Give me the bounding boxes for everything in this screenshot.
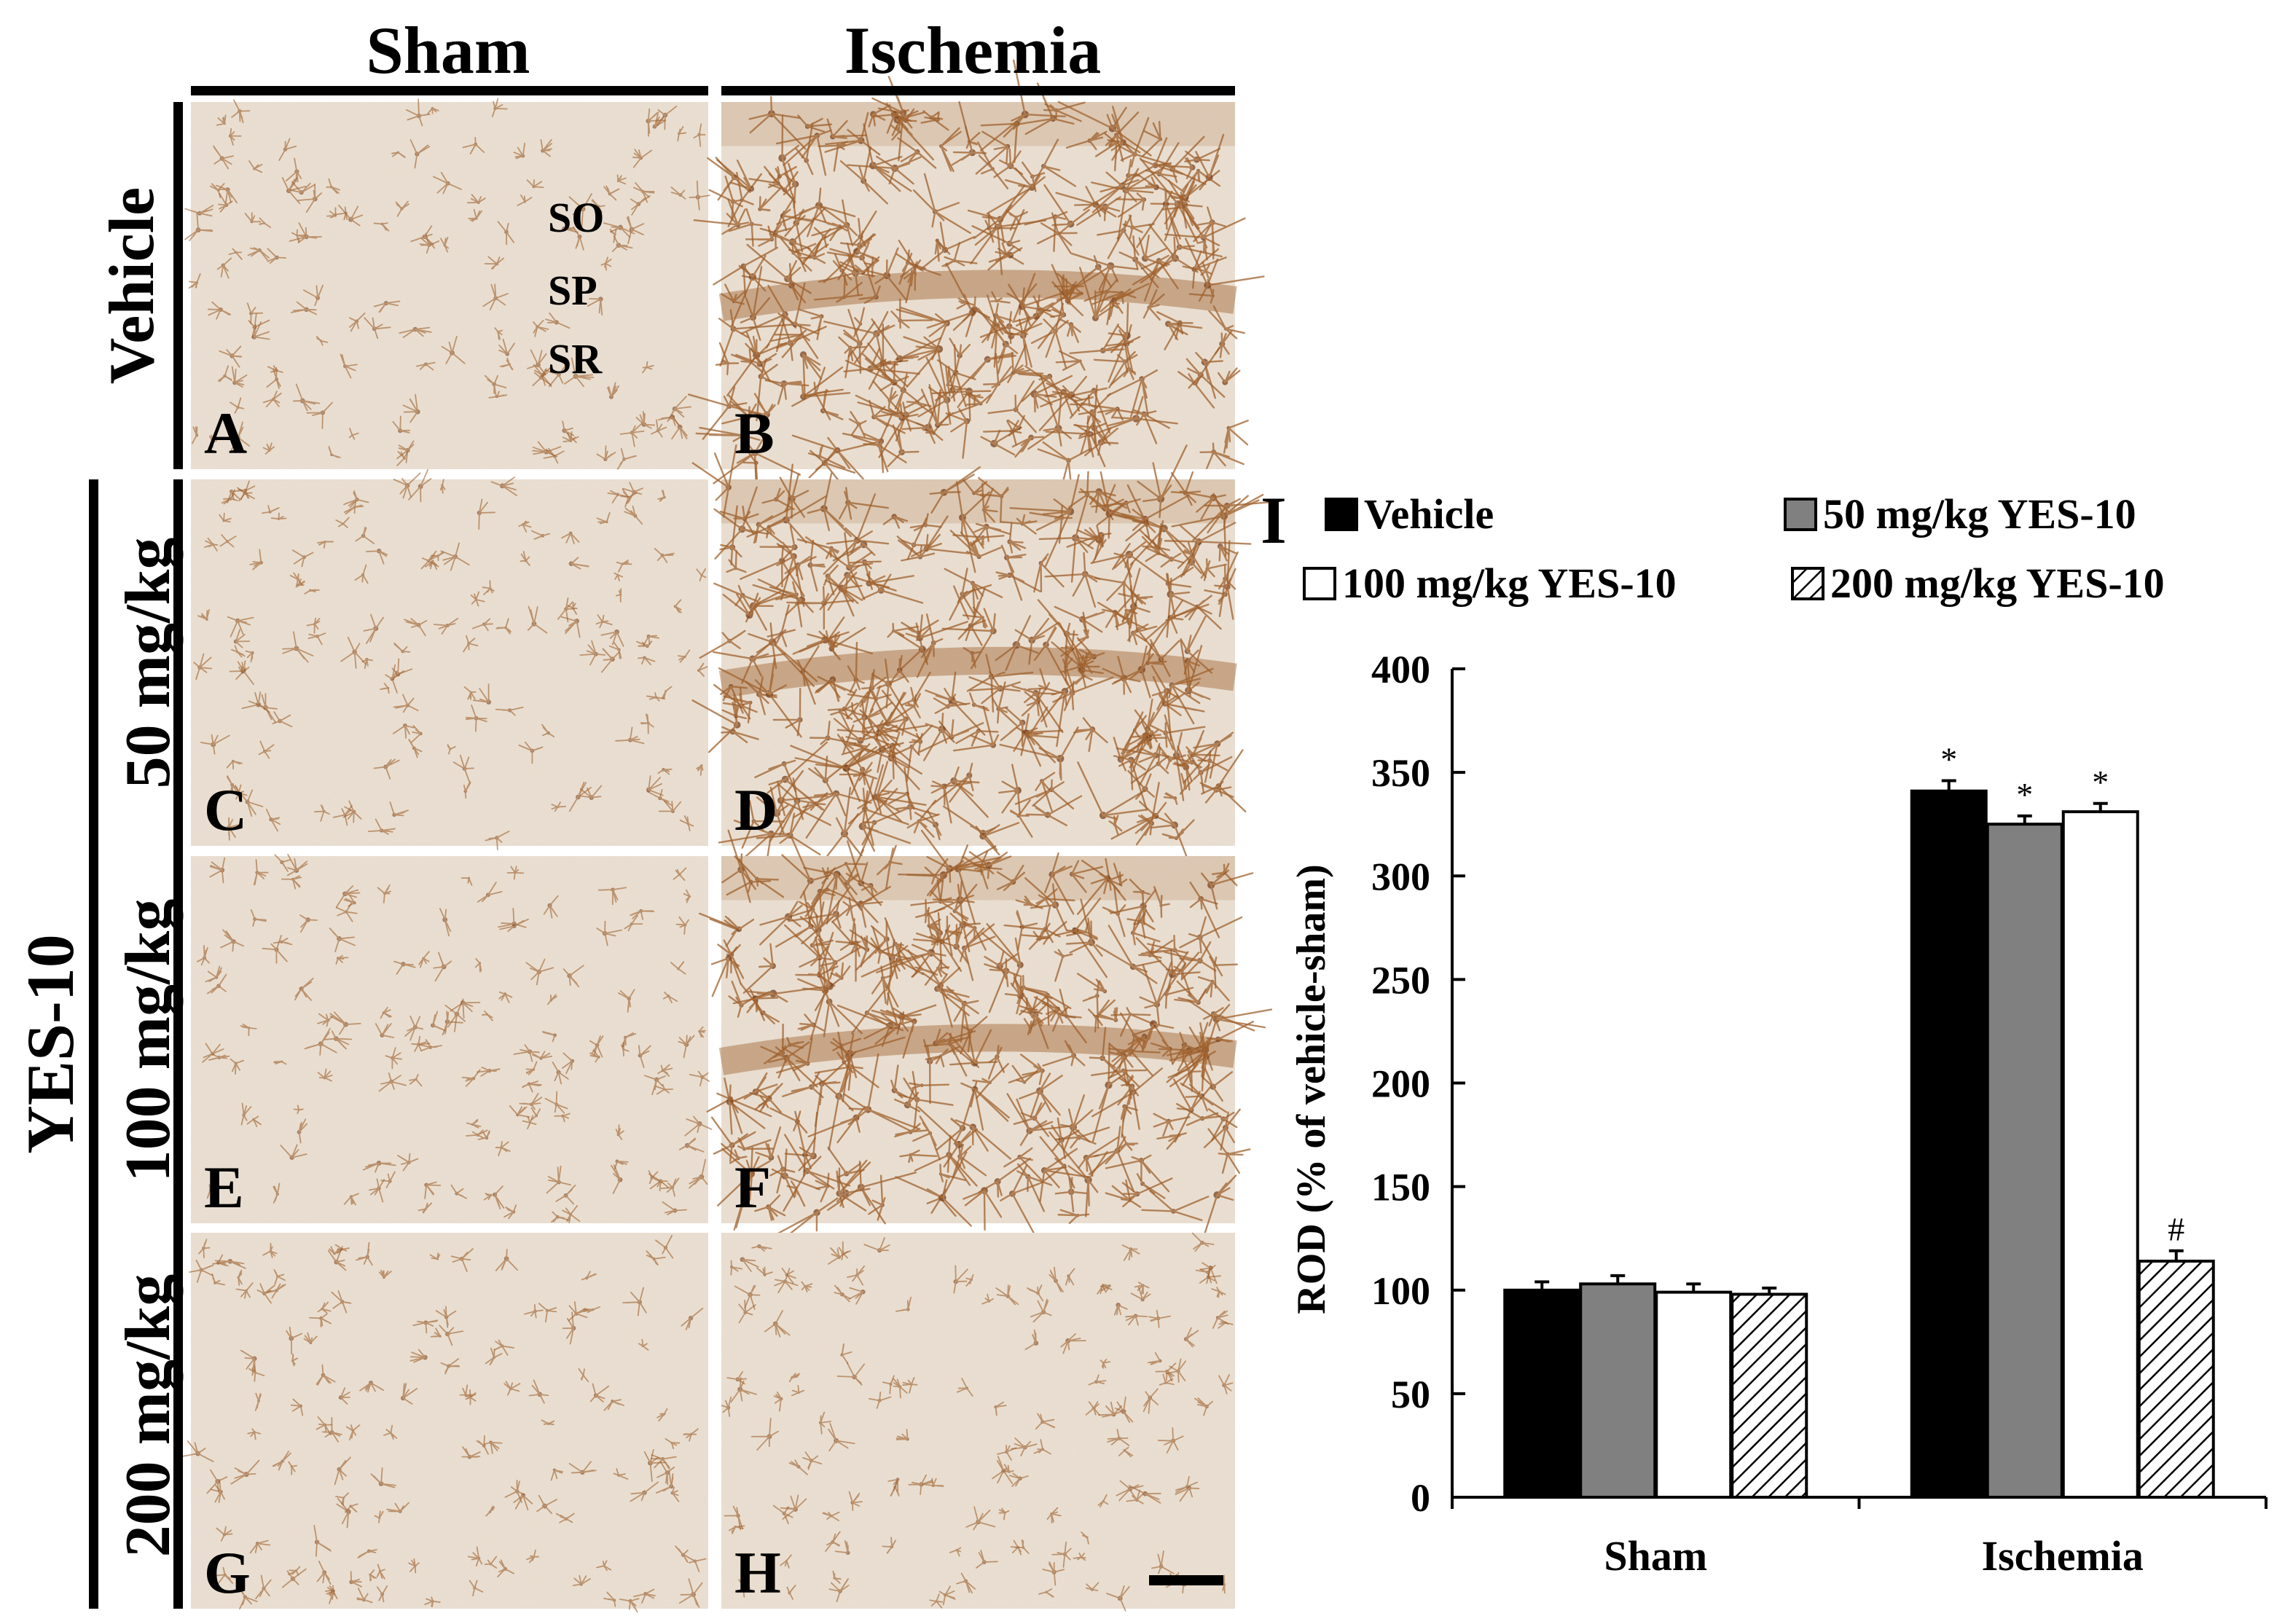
- panel-letter-d: D: [734, 777, 777, 843]
- row-label-200mg: 200 mg/kg: [113, 1274, 184, 1558]
- panel-letter-a: A: [204, 400, 247, 466]
- bar-3-ischemia: [2137, 1259, 2215, 1499]
- y-axis-label: ROD (% of vehicle-sham): [1289, 864, 1334, 1314]
- bar-0-ischemia: [1910, 789, 1988, 1499]
- dose-rows-rule: [173, 479, 183, 1609]
- significance-mark: *: [2092, 764, 2109, 801]
- y-tick-label: 50: [1391, 1373, 1430, 1416]
- group-rule: [89, 479, 98, 1609]
- bar-3-sham: [1730, 1292, 1808, 1499]
- panel-letter-c: C: [204, 777, 247, 843]
- layer-label-sp: SP: [548, 267, 597, 314]
- chart-panel-label: I: [1261, 483, 1287, 557]
- panel-letter-e: E: [204, 1154, 244, 1220]
- sham-header-rule: [191, 86, 708, 95]
- vehicle-row-rule: [173, 102, 183, 469]
- y-tick-label: 100: [1371, 1269, 1430, 1313]
- row-label-50mg: 50 mg/kg: [113, 538, 184, 789]
- micrograph-panel-h: H: [721, 1232, 1235, 1612]
- column-header-sham: Sham: [367, 13, 530, 87]
- scale-bar: [1149, 1575, 1223, 1585]
- legend-label-2: 100 mg/kg YES-10: [1342, 560, 1677, 607]
- y-tick-label: 300: [1371, 855, 1430, 898]
- significance-mark: *: [2016, 776, 2033, 813]
- bar-2-ischemia: [2061, 810, 2139, 1499]
- y-tick-label: 250: [1371, 958, 1430, 1002]
- y-axis: 0 50 100 150 200 250 300 350 400: [1371, 648, 1465, 1520]
- legend-label-3: 200 mg/kg YES-10: [1830, 560, 2165, 607]
- panel-letter-f: F: [734, 1154, 771, 1220]
- bar-series: * * * #: [1503, 740, 2215, 1499]
- bar-2-sham: [1655, 1290, 1733, 1499]
- y-tick-label: 150: [1371, 1166, 1430, 1209]
- x-axis: Sham Ischemia: [1451, 1496, 2267, 1580]
- figure-labels: Sham Ischemia Vehicle 50 mg/kg 100 mg/kg…: [13, 13, 1235, 1609]
- micrograph-grid: A B C D E F G H: [179, 59, 1274, 1613]
- bar-1-sham: [1579, 1282, 1657, 1499]
- micrograph-panel-b: B: [687, 59, 1265, 499]
- bar-chart: I Vehicle 50 mg/kg YES-10 100 mg/kg YES-10…: [1261, 483, 2267, 1580]
- legend-label-0: Vehicle: [1364, 490, 1494, 538]
- micrograph-panel-d: D: [691, 444, 1274, 878]
- layer-label-so: SO: [548, 194, 604, 241]
- group-label-yes10: YES-10: [13, 934, 87, 1154]
- ischemia-header-rule: [721, 86, 1235, 95]
- legend-swatch-2: [1303, 567, 1336, 600]
- panel-letter-b: B: [734, 400, 775, 466]
- chart-legend: Vehicle 50 mg/kg YES-10 100 mg/kg YES-10 20…: [1303, 490, 2165, 607]
- bar-1-ischemia: [1986, 823, 2063, 1499]
- legend-swatch-3: [1791, 567, 1824, 600]
- significance-mark: #: [2168, 1211, 2184, 1248]
- micrograph-panel-a: A: [184, 98, 710, 470]
- x-category-label-sham: Sham: [1604, 1532, 1707, 1580]
- panel-letter-h: H: [734, 1539, 781, 1606]
- bar-0-sham: [1503, 1288, 1581, 1499]
- y-tick-label: 0: [1411, 1476, 1430, 1520]
- y-tick-label: 400: [1371, 648, 1430, 691]
- micrograph-panel-f: F: [699, 829, 1273, 1241]
- significance-mark: *: [1940, 740, 1957, 777]
- x-category-label-ischemia: Ischemia: [1982, 1532, 2144, 1580]
- micrograph-panel-c: C: [191, 468, 708, 850]
- row-label-vehicle: Vehicle: [97, 187, 168, 385]
- y-tick-label: 350: [1371, 751, 1430, 795]
- legend-swatch-0: [1325, 498, 1358, 531]
- row-label-100mg: 100 mg/kg: [113, 899, 184, 1182]
- panel-letter-g: G: [204, 1539, 251, 1606]
- column-header-ischemia: Ischemia: [844, 13, 1102, 87]
- legend-label-1: 50 mg/kg YES-10: [1823, 490, 2136, 538]
- y-tick-label: 200: [1371, 1062, 1430, 1106]
- legend-swatch-1: [1784, 498, 1817, 531]
- micrograph-panel-e: E: [191, 853, 713, 1224]
- micrograph-panel-g: G: [179, 1233, 708, 1613]
- layer-label-sr: SR: [548, 335, 603, 383]
